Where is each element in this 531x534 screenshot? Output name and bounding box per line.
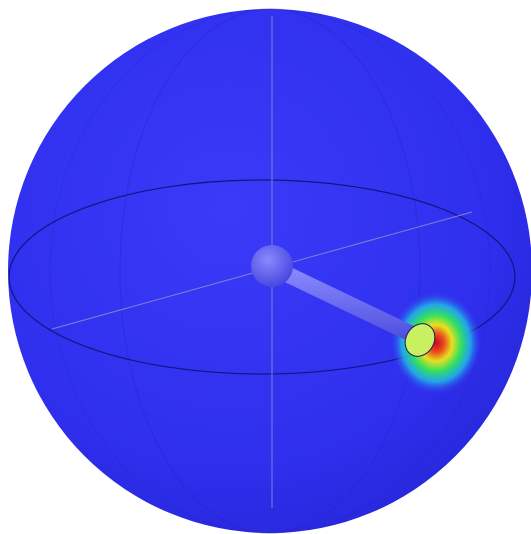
state-distribution	[390, 291, 482, 395]
page: (() => { const data = JSON.parse(documen…	[0, 0, 531, 534]
bloch-sphere-scene	[0, 0, 531, 534]
origin-ball	[251, 245, 293, 287]
